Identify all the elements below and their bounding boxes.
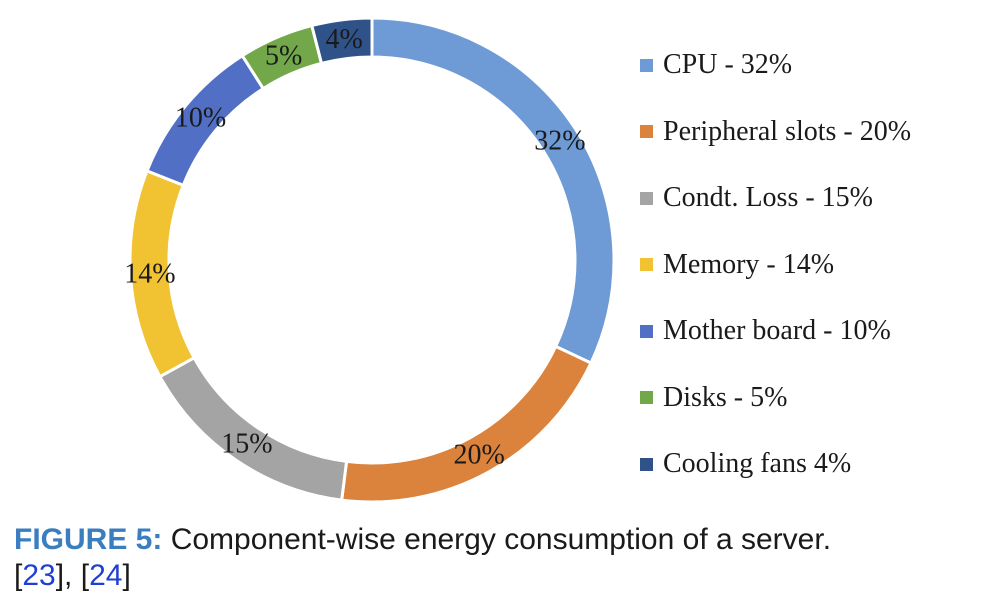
legend-label-5: Disks - 5%	[663, 381, 788, 413]
slice-data-label-0: 32%	[534, 125, 585, 156]
caption-text: Component-wise energy consumption of a s…	[162, 523, 832, 556]
legend-swatch-1	[640, 125, 653, 139]
ref-separator: ], [	[55, 559, 90, 592]
slice-data-label-4: 10%	[175, 103, 226, 134]
legend-swatch-0	[640, 58, 653, 72]
legend-swatch-5	[640, 391, 653, 405]
ref-close-bracket-2: ]	[122, 559, 131, 592]
legend-label-6: Cooling fans 4%	[663, 448, 852, 480]
chart-legend: CPU - 32% Peripheral slots - 20% Condt. Lo…	[640, 32, 980, 498]
slice-data-label-3: 14%	[124, 258, 175, 289]
legend-item-1: Peripheral slots - 20%	[640, 99, 980, 166]
slice-data-label-5: 5%	[265, 40, 302, 71]
reference-link-1[interactable]: 23	[22, 559, 56, 592]
slice-data-label-1: 20%	[454, 439, 505, 470]
slice-data-label-6: 4%	[325, 24, 362, 55]
figure-label: FIGURE 5:	[14, 523, 163, 556]
legend-swatch-6	[640, 457, 653, 471]
reference-link-2[interactable]: 24	[89, 559, 123, 592]
slice-data-label-2: 15%	[221, 429, 272, 460]
legend-label-4: Mother board - 10%	[663, 315, 891, 347]
legend-item-3: Memory - 14%	[640, 232, 980, 299]
donut-chart: 32% 20% 15% 14% 10% 5% 4%	[124, 16, 616, 504]
donut-slice-0	[370, 16, 616, 366]
legend-item-2: Condt. Loss - 15%	[640, 165, 980, 232]
legend-item-0: CPU - 32%	[640, 32, 980, 99]
figure-caption: FIGURE 5: Component-wise energy consumpt…	[14, 522, 979, 594]
legend-swatch-4	[640, 324, 653, 338]
legend-swatch-3	[640, 258, 653, 272]
donut-slice-1	[339, 344, 593, 504]
legend-label-0: CPU - 32%	[663, 49, 793, 81]
legend-label-2: Condt. Loss - 15%	[663, 182, 873, 214]
legend-item-6: Cooling fans 4%	[640, 431, 980, 498]
ref-open-bracket-1: [	[14, 559, 23, 592]
legend-label-3: Memory - 14%	[663, 248, 835, 280]
legend-label-1: Peripheral slots - 20%	[663, 115, 912, 147]
donut-slice-6	[309, 16, 374, 66]
legend-item-5: Disks - 5%	[640, 365, 980, 432]
legend-swatch-2	[640, 191, 653, 205]
legend-item-4: Mother board - 10%	[640, 298, 980, 365]
